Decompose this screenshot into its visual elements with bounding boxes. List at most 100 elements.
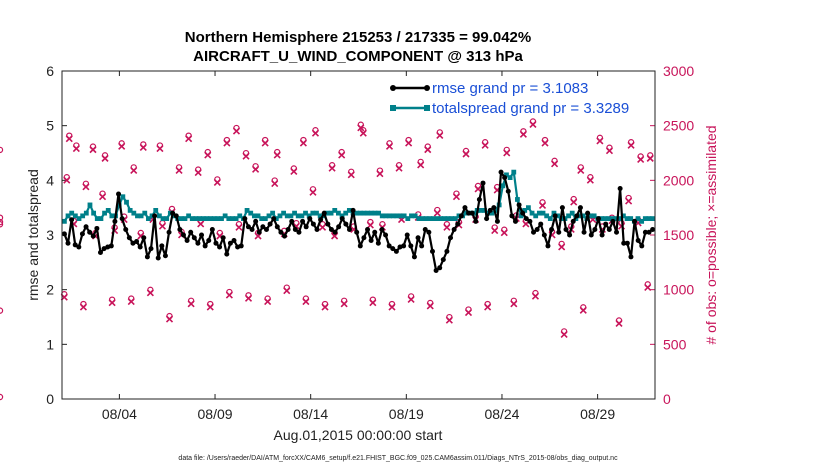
obs-assimilated-point [551,160,559,168]
totalspread-point [277,213,283,219]
totalspread-point [354,210,360,216]
rmse-point [512,218,518,224]
rmse-point [119,216,125,222]
obs-assimilated-point [436,131,444,139]
obs-assimilated-point [433,209,441,217]
totalspread-point [642,216,648,221]
obs-assimilated-point [204,151,212,159]
rmse-point [180,232,186,238]
obs-assimilated-point [417,161,425,169]
totalspread-point [489,210,495,216]
totalspread-point [529,210,535,216]
totalspread-point [186,213,192,219]
rmse-point [581,229,587,235]
y-right-tick-label: 2500 [663,118,694,134]
rmse-point [455,221,461,227]
obs-assimilated-point [63,176,71,184]
totalspread-point [248,210,254,216]
obs-assimilated-point [426,302,434,310]
totalspread-point [599,216,604,221]
obs-assimilated-point [464,308,473,317]
totalspread-point [500,183,506,189]
y-tick-label: 6 [46,63,54,79]
totalspread-point [427,216,433,221]
totalspread-point [478,208,484,213]
totalspread-point [438,216,444,221]
rmse-point [509,213,515,219]
rmse-point [650,227,656,233]
obs-possible-point [0,221,4,228]
rmse-point [282,233,288,239]
rmse-point [458,213,464,219]
rmse-point [383,232,389,238]
rmse-point [411,254,417,260]
totalspread-point [416,216,422,221]
obs-assimilated-point [273,151,281,159]
rmse-point [549,227,555,233]
totalspread-point [299,213,305,219]
totalspread-point [430,216,436,221]
totalspread-point [401,213,407,219]
obs-assimilated-point [82,183,90,191]
obs-possible-point [0,307,4,314]
obs-assimilated-point [407,295,415,303]
x-tick-label: 08/14 [293,406,328,422]
totalspread-point [405,216,411,221]
obs-assimilated-point [232,127,241,135]
totalspread-point [441,216,447,221]
totalspread-point [120,194,126,200]
obs-assimilated-point [340,300,348,308]
rmse-point [516,202,522,208]
obs-assimilated-point [271,179,279,188]
x-tick-labels: 08/04 08/09 08/14 08/19 08/24 08/29 [102,406,615,422]
obs-assimilated-point [500,229,508,237]
totalspread-point [423,216,429,221]
rmse-point [76,244,82,250]
rmse-point [231,237,237,243]
x-axis-label: Aug.01,2015 00:00:00 start [274,427,443,443]
rmse-point [361,235,367,241]
rmse-point [646,229,652,235]
totalspread-point [339,213,345,219]
rmse-point [79,231,85,237]
y-tick-label: 2 [46,282,54,298]
obs-assimilated-point [309,188,317,196]
rmse-point [83,224,89,230]
obs-assimilated-point [283,287,291,295]
rmse-point [415,235,421,241]
rmse-point [401,243,407,249]
rmse-point [433,268,439,274]
totalspread-point [303,210,308,216]
rmse-point [285,227,291,233]
rmse-point [134,239,140,245]
totalspread-point [153,208,159,213]
totalspread-point [390,213,396,219]
totalspread-point [251,213,257,219]
totalspread-point [124,199,129,205]
totalspread-point [602,216,608,221]
y-right-tick-label: 2000 [663,172,694,188]
rmse-point [422,227,428,233]
rmse-point [466,210,472,216]
rmse-point [126,235,132,241]
totalspread-point [613,216,619,221]
totalspread-point [149,213,155,219]
obs-assimilated-point [646,154,654,162]
rmse-point [318,217,324,223]
obs-assimilated-point [541,139,549,147]
obs-assimilated-point [596,137,604,145]
rmse-point [368,237,374,243]
rmse-point [159,243,165,249]
rmse-point [289,218,295,224]
rmse-point [87,229,93,235]
rmse-point [177,227,183,233]
rmse-point [632,218,638,224]
totalspread-point [310,210,316,216]
totalspread-point [365,210,371,216]
rmse-point [372,229,378,235]
totalspread-point [204,216,210,221]
rmse-point [152,213,158,219]
obs-assimilated-point [558,243,566,251]
legend: rmse grand pr = 3.1083 totalspread grand… [390,80,629,117]
rmse-point [404,232,410,238]
